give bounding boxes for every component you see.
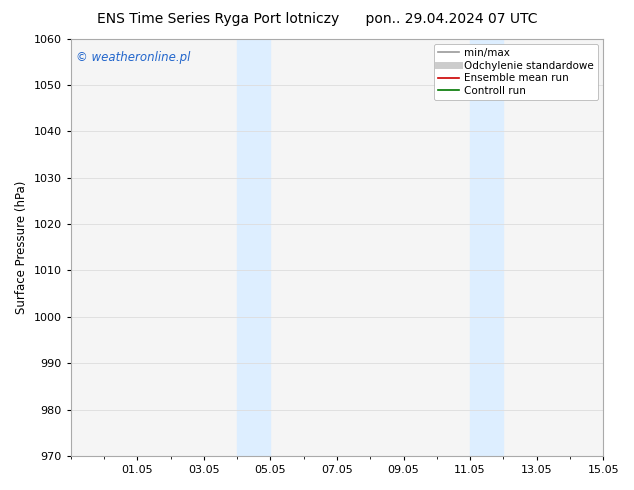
Bar (470, 39, 503, 456)
Text: ENS Time Series Ryga Port lotniczy      pon.. 29.04.2024 07 UTC: ENS Time Series Ryga Port lotniczy pon..… (97, 12, 537, 26)
Text: © weatheronline.pl: © weatheronline.pl (76, 51, 190, 64)
Y-axis label: Surface Pressure (hPa): Surface Pressure (hPa) (15, 181, 28, 314)
Legend: min/max, Odchylenie standardowe, Ensemble mean run, Controll run: min/max, Odchylenie standardowe, Ensembl… (434, 44, 598, 100)
Bar (237, 39, 270, 456)
